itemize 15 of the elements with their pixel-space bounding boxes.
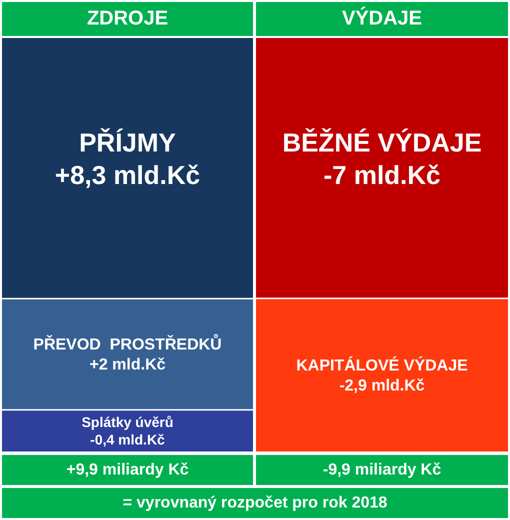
data-label: +2 mld.Kč	[89, 356, 166, 374]
data-label: -7 mld.Kč	[323, 160, 441, 190]
text: = vyrovnaný rozpočet pro rok 2018	[122, 494, 388, 512]
series-label: PŘEVOD PROSTŘEDKŮ	[33, 333, 222, 354]
category-label: VÝDAJE	[342, 6, 422, 30]
series-label: KAPITÁLOVÉ VÝDAJE	[296, 355, 468, 374]
text: +9,9 miliardy Kč	[66, 461, 189, 478]
data-label: -2,9 mld.Kč	[339, 377, 425, 394]
series-label: Splátky úvěrů	[82, 414, 174, 430]
series-label: PŘÍJMY	[79, 128, 176, 158]
data-label: +8,3 mld.Kč	[54, 160, 200, 190]
series-label: BĚŽNÉ VÝDAJE	[282, 127, 482, 158]
data-label: -0,4 mld.Kč	[90, 431, 166, 448]
text: -9,9 miliardy Kč	[322, 461, 442, 478]
category-label: ZDROJE	[86, 8, 168, 30]
